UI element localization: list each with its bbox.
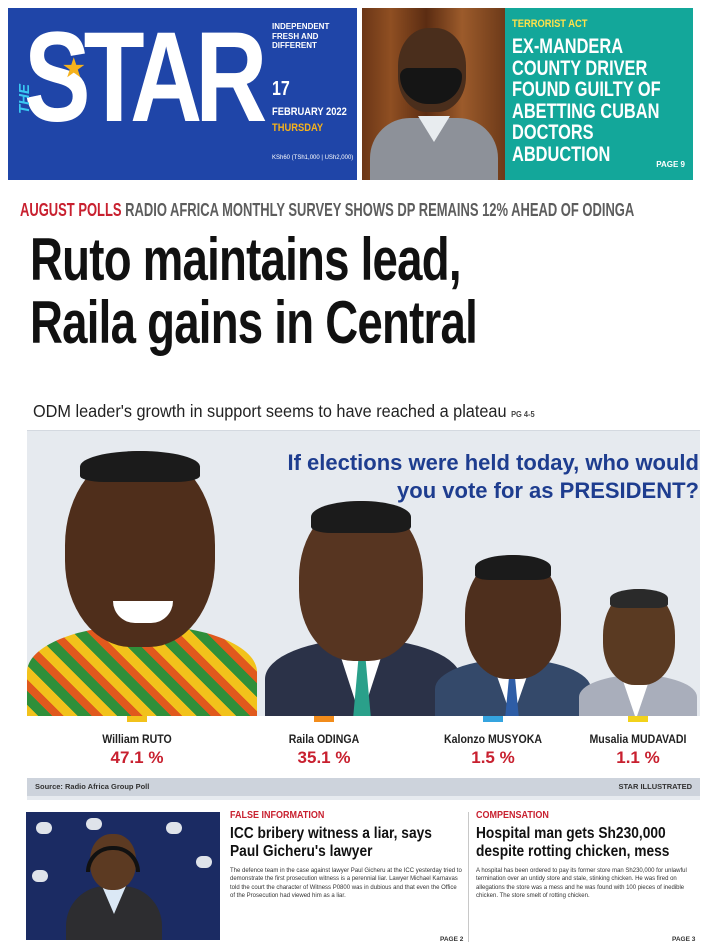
poll-source: Source: Radio Africa Group Poll [35,782,150,791]
candidate-name: William RUTO [102,732,172,746]
candidate-name: Raila ODINGA [288,732,360,746]
story-body: The defence team in the case against law… [230,868,462,900]
lead-strap: AUGUST POLLS RADIO AFRICA MONTHLY SURVEY… [20,200,634,221]
poll-question-emphasis: PRESIDENT? [559,478,699,503]
deck-text: ODM leader's growth in support seems to … [33,401,507,421]
teaser-headline[interactable]: EX-MANDERA COUNTY DRIVER FOUND GUILTY OF… [512,35,661,166]
story-kicker: FALSE INFORMATION [230,810,325,821]
candidate-percentage: 35.1 % [297,748,351,767]
teaser-photo[interactable] [362,8,505,180]
poll-result-ruto: William RUTO 47.1 % [62,716,212,768]
logo-prefix: THE [16,84,33,114]
story-headline[interactable]: ICC bribery witness a liar, says Paul Gi… [230,825,432,860]
poll-credit: STAR ILLUSTRATED [618,782,692,791]
ruto-smile [113,601,173,623]
issue-date-day: 17 [272,78,290,100]
icc-logo-icon [32,870,48,882]
teaser-kicker: TERRORIST ACT [512,18,588,30]
candidate-name: Kalonzo MUSYOKA [444,732,542,746]
masthead: STAR ★ THE INDEPENDENT FRESH AND DIFFERE… [8,8,357,180]
icc-logo-icon [86,818,102,830]
icc-logo-icon [166,822,182,834]
poll-result-mudavadi: Musalia MUDAVADI 1.1 % [563,716,701,768]
star-logo: STAR [24,8,267,149]
strap-kicker: AUGUST POLLS [20,200,122,220]
issue-date-month-year: FEBRUARY 2022 [272,106,347,118]
headline-line-2: Raila gains in Central [30,289,478,356]
issue-weekday: THURSDAY [272,122,324,134]
icc-logo-icon [196,856,212,868]
candidate-name: Musalia MUDAVADI [589,732,687,746]
story-kicker: COMPENSATION [476,810,549,821]
candidate-photo-ruto [27,441,257,719]
mudavadi-head [603,589,675,685]
story-hospital[interactable]: COMPENSATION Hospital man gets Sh230,000… [476,810,696,901]
raila-head [299,501,423,661]
candidate-photo-raila [257,495,467,719]
poll-results: William RUTO 47.1 % Raila ODINGA 35.1 % … [27,716,700,778]
tagline: INDEPENDENT FRESH AND DIFFERENT [272,22,330,50]
kalonzo-head [465,555,561,679]
story-body: A hospital has been ordered to pay its f… [476,868,687,900]
poll-question: If elections were held today, who would … [239,449,699,505]
lead-headline[interactable]: Ruto maintains lead, Raila gains in Cent… [30,228,701,354]
lead-deck: ODM leader's growth in support seems to … [33,401,535,422]
strap-text: RADIO AFRICA MONTHLY SURVEY SHOWS DP REM… [125,200,635,220]
poll-footer: Source: Radio Africa Group Poll STAR ILL… [27,778,700,796]
result-marker [628,716,648,722]
poll-question-line-2: you vote for as [397,478,560,503]
candidate-percentage: 1.5 % [471,748,515,767]
cover-price: KSh60 (TSh1,000 | USh2,000) [272,155,354,161]
story-page: PAGE 3 [672,936,696,943]
candidate-percentage: 47.1 % [110,748,164,767]
poll-result-kalonzo: Kalonzo MUSYOKA 1.5 % [418,716,568,768]
candidate-photo-kalonzo [427,551,597,719]
story-page: PAGE 2 [440,936,464,943]
story-icc[interactable]: FALSE INFORMATION ICC bribery witness a … [230,810,462,901]
teaser-page: PAGE 9 [656,160,685,169]
star-icon: ★ [63,55,85,82]
result-marker [483,716,503,722]
teaser-story[interactable]: TERRORIST ACT EX-MANDERA COUNTY DRIVER F… [505,8,693,180]
poll-question-line-1: If elections were held today, who would [287,450,699,475]
deck-page: PG 4-5 [511,410,535,419]
result-marker [127,716,147,722]
result-marker [314,716,334,722]
candidate-photo-mudavadi [575,585,700,719]
poll-result-raila: Raila ODINGA 35.1 % [249,716,399,768]
icc-story-photo[interactable] [26,812,220,940]
column-divider [468,812,469,942]
icc-logo-icon [36,822,52,834]
story-headline[interactable]: Hospital man gets Sh230,000 despite rott… [476,825,670,860]
headline-line-1: Ruto maintains lead, [30,226,462,293]
candidate-percentage: 1.1 % [616,748,660,767]
